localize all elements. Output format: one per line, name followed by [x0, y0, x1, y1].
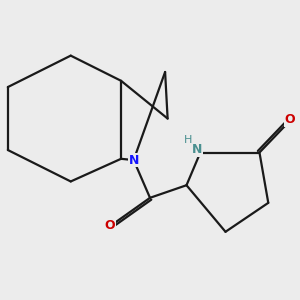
Text: H: H: [184, 135, 192, 145]
Text: O: O: [284, 113, 295, 126]
Text: O: O: [104, 219, 115, 232]
Text: N: N: [128, 154, 139, 166]
Text: N: N: [192, 143, 203, 156]
